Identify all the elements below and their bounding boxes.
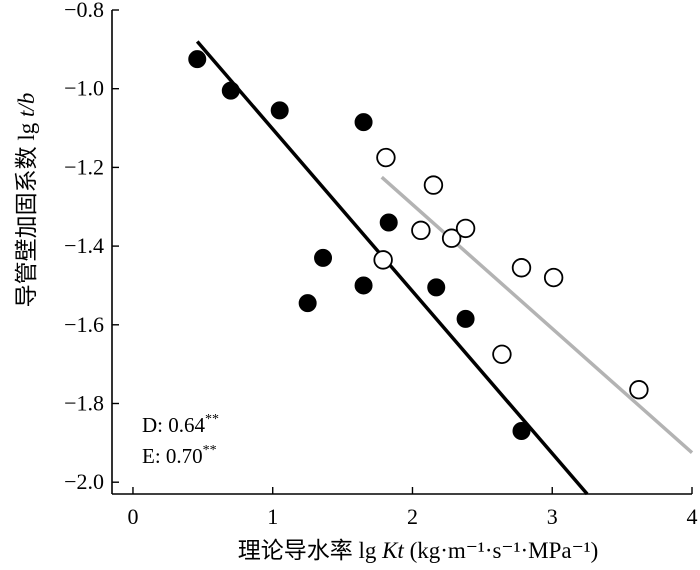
data-point-e xyxy=(511,258,532,278)
y-tick-label: −1.4 xyxy=(64,233,104,258)
y-axis-title: 导管壁加固系数 lg t/b xyxy=(14,93,39,308)
data-point-d xyxy=(221,81,240,100)
data-point-d xyxy=(270,101,289,120)
y-tick-label: −0.8 xyxy=(64,0,104,22)
y-tick-label: −1.6 xyxy=(64,312,104,337)
data-point-e xyxy=(455,218,476,239)
data-point-d xyxy=(314,248,333,267)
y-tick-label: −2.0 xyxy=(64,469,104,494)
annotations: D: 0.64** E: 0.70** xyxy=(142,412,219,468)
data-point-d xyxy=(512,422,531,441)
data-point-d xyxy=(188,50,207,69)
data-point-d xyxy=(354,276,373,295)
x-tick-label: 0 xyxy=(127,504,138,529)
x-tick-label: 4 xyxy=(687,504,698,529)
x-tick-label: 3 xyxy=(547,504,558,529)
data-point-e xyxy=(423,175,444,195)
fit-line-e xyxy=(380,175,694,454)
data-point-d xyxy=(427,278,446,297)
data-point-d xyxy=(456,309,475,328)
y-tick-label: −1.0 xyxy=(64,76,104,101)
annotation-e: E: 0.70** xyxy=(142,443,217,468)
annotation-d: D: 0.64** xyxy=(142,412,219,437)
data-point-e xyxy=(492,344,512,365)
x-axis-title: 理论导水率 lg Kt (kg·m⁻¹·s⁻¹·MPa⁻¹) xyxy=(238,538,599,563)
significance-marker: ** xyxy=(205,412,219,427)
data-point-d xyxy=(298,294,317,313)
x-tick-label: 2 xyxy=(407,504,418,529)
axes xyxy=(111,10,692,495)
ticks: 0 1 2 3 4 −0.8 −1.0 −1.2 −1.4 −1.6 −1.8 −2.0 xyxy=(64,0,697,529)
fit-line-d xyxy=(195,40,589,496)
plot-area xyxy=(188,40,694,496)
x-tick-label: 1 xyxy=(267,504,278,529)
significance-marker: ** xyxy=(203,443,217,458)
data-point-e xyxy=(373,250,393,270)
data-point-e xyxy=(441,228,462,248)
data-point-e xyxy=(411,220,431,241)
data-point-d xyxy=(379,213,398,232)
data-point-e xyxy=(629,380,649,400)
data-point-e xyxy=(376,147,396,168)
y-tick-label: −1.2 xyxy=(64,154,104,179)
y-tick-label: −1.8 xyxy=(64,390,104,415)
data-point-e xyxy=(543,267,564,288)
data-point-d xyxy=(354,113,373,132)
